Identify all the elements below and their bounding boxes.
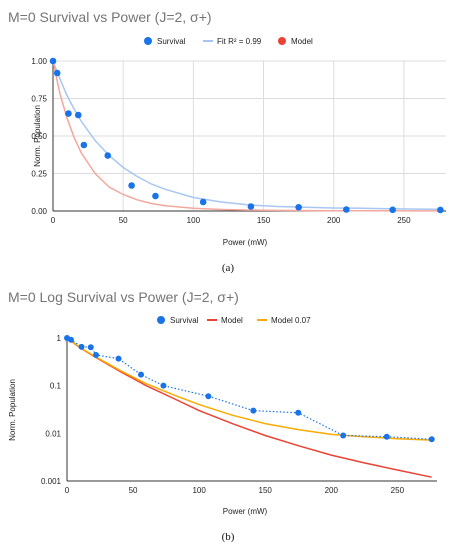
chart-b-point: [340, 432, 347, 439]
chart-b-xtick: 200: [325, 486, 339, 495]
chart-a-xtick: 100: [187, 216, 201, 225]
chart-a-ytick: 1.00: [31, 57, 47, 66]
chart-b-legend-label: Model: [221, 316, 243, 325]
chart-b-axes: [66, 338, 437, 482]
chart-a-ytick: 0.25: [31, 170, 47, 179]
chart-b-line-2: [66, 337, 432, 441]
chart-b-xtick: 250: [391, 486, 405, 495]
chart-a-ticks: 0.00 0.25 0.50 0.75 1.00 0 50 100 150 200 250: [31, 57, 411, 225]
chart-a-ylabel: Norm. Population: [33, 105, 42, 167]
chart-b-xtick: 150: [259, 486, 273, 495]
chart-a-point: [80, 141, 88, 149]
chart-a-point: [74, 111, 82, 119]
chart-a-line-1: [52, 60, 441, 210]
chart-b-legend-label: Survival: [170, 316, 199, 325]
chart-a-point: [389, 206, 396, 214]
chart-b-point: [78, 343, 85, 350]
chart-b-xlabel: Power (mW): [223, 507, 268, 516]
chart-a-legend-label: Model: [291, 37, 313, 46]
chart-a-point: [65, 110, 72, 117]
chart-a-xtick: 250: [397, 216, 411, 225]
chart-b-point: [428, 436, 435, 443]
chart-a-xlabel: Power (mW): [223, 238, 268, 247]
chart-b-ylabel: Norm. Population: [8, 379, 17, 441]
chart-a-legend-marker: [278, 37, 286, 45]
chart-b-legend-label: Model 0.07: [271, 316, 311, 325]
chart-a-point: [128, 182, 135, 189]
chart-a-xtick: 50: [119, 216, 128, 225]
chart-a-point: [437, 206, 444, 214]
chart-a-title: M=0 Survival vs Power (J=2, σ+): [8, 9, 212, 25]
chart-b-title: M=0 Log Survival vs Power (J=2, σ+): [8, 289, 239, 305]
chart-b-point: [115, 355, 122, 362]
chart-b-ytick: 0.1: [50, 382, 62, 391]
chart-a: M=0 Survival vs Power (J=2, σ+) Survival…: [8, 9, 446, 274]
chart-a-point: [53, 69, 61, 77]
chart-a-series: [49, 57, 444, 214]
chart-b-ticks: 0.001 0.01 0.1 1 0 50 100 150 200 250: [41, 334, 405, 495]
chart-b-caption: (b): [222, 531, 235, 543]
chart-b-legend: Survival Model Model 0.07: [157, 316, 311, 325]
chart-a-xtick: 0: [51, 216, 56, 225]
chart-b-point: [93, 351, 100, 358]
chart-b-ytick: 0.001: [41, 477, 62, 486]
chart-a-legend-label: Survival: [157, 37, 186, 46]
chart-b-series: [64, 335, 435, 478]
chart-a-legend-label: Fit R² = 0.99: [217, 37, 262, 46]
chart-b-point: [138, 371, 144, 378]
chart-b-ytick: 1: [57, 334, 62, 343]
chart-a-xtick: 150: [257, 216, 271, 225]
chart-b-legend-marker: [157, 316, 165, 324]
chart-a-legend: Survival Fit R² = 0.99 Model: [144, 37, 313, 46]
chart-b-point: [87, 344, 94, 351]
chart-b-point: [383, 433, 390, 440]
chart-a-point: [199, 198, 207, 206]
chart-b-point: [67, 336, 74, 343]
chart-b-xtick: 50: [129, 486, 138, 495]
chart-a-ytick: 0.50: [31, 132, 47, 141]
chart-b-point: [295, 409, 302, 416]
chart-a-xtick: 200: [327, 216, 341, 225]
chart-a-point: [49, 57, 57, 65]
chart-b-point: [250, 407, 257, 414]
chart-b-xtick: 0: [65, 486, 70, 495]
chart-b-survival-line: [66, 337, 432, 440]
chart-a-point: [343, 206, 350, 213]
chart-a-caption: (a): [222, 262, 235, 274]
chart-b-ytick: 0.01: [45, 429, 61, 438]
chart-b-line-1: [66, 337, 432, 478]
chart-a-point: [247, 203, 255, 210]
chart-a-point: [104, 152, 112, 159]
chart-b: M=0 Log Survival vs Power (J=2, σ+) Surv…: [8, 289, 437, 543]
chart-a-ytick: 0.75: [31, 95, 47, 104]
chart-b-point: [160, 382, 167, 389]
chart-a-line-2: [52, 60, 441, 212]
chart-a-ytick: 0.00: [31, 207, 47, 216]
chart-a-point: [295, 203, 302, 211]
chart-a-point: [152, 192, 159, 200]
chart-b-xtick: 100: [192, 486, 206, 495]
chart-b-point: [205, 393, 212, 400]
chart-a-legend-marker: [144, 37, 152, 45]
